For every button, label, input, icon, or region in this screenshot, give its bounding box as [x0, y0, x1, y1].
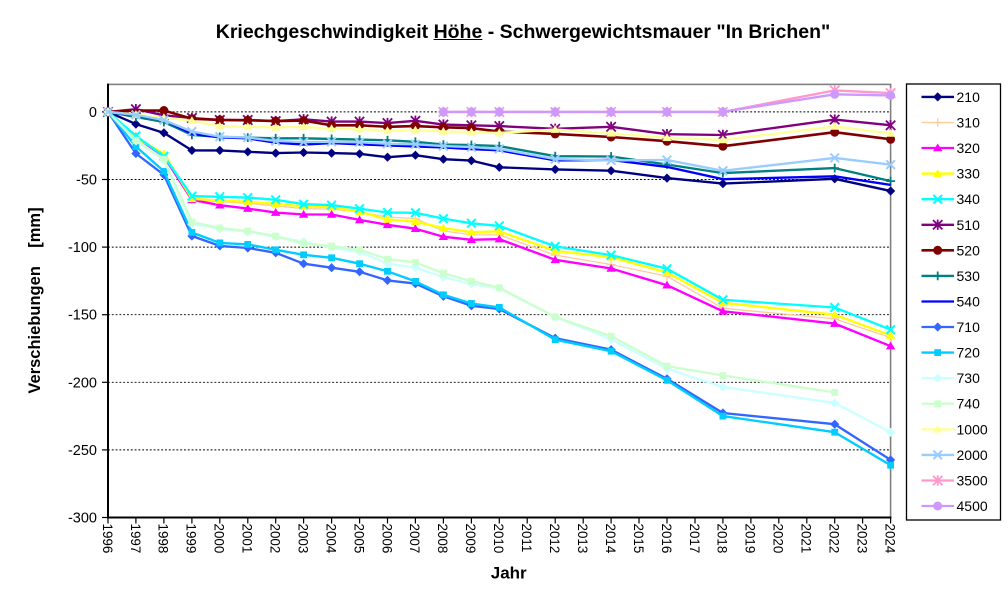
svg-text:-300: -300 [68, 511, 97, 527]
svg-text:2019: 2019 [743, 524, 758, 554]
svg-text:2011: 2011 [519, 524, 534, 553]
svg-text:730: 730 [957, 370, 981, 386]
svg-text:2013: 2013 [575, 524, 590, 554]
svg-text:Verschiebungen [mm]: Verschiebungen [mm] [26, 207, 44, 393]
svg-text:2008: 2008 [435, 524, 450, 554]
svg-text:2023: 2023 [854, 524, 869, 554]
svg-text:320: 320 [957, 140, 981, 156]
svg-text:520: 520 [957, 242, 981, 258]
svg-text:2000: 2000 [957, 447, 988, 463]
svg-text:0: 0 [89, 105, 97, 121]
svg-text:740: 740 [957, 396, 981, 412]
svg-text:2018: 2018 [715, 524, 730, 554]
svg-text:2005: 2005 [351, 524, 366, 554]
svg-text:2009: 2009 [463, 524, 478, 554]
svg-text:2006: 2006 [379, 524, 394, 554]
svg-text:2015: 2015 [631, 524, 646, 554]
svg-text:310: 310 [957, 115, 981, 131]
svg-text:340: 340 [957, 191, 981, 207]
svg-text:210: 210 [957, 89, 981, 105]
svg-text:2017: 2017 [687, 524, 702, 554]
svg-text:-100: -100 [68, 240, 97, 256]
svg-text:-50: -50 [76, 173, 97, 189]
svg-text:1996: 1996 [100, 524, 115, 554]
svg-text:540: 540 [957, 294, 981, 310]
svg-text:2004: 2004 [323, 524, 338, 554]
svg-text:4500: 4500 [957, 498, 988, 514]
svg-text:2022: 2022 [827, 524, 842, 554]
svg-text:Jahr: Jahr [491, 564, 527, 583]
svg-text:-150: -150 [68, 308, 97, 324]
svg-text:510: 510 [957, 217, 981, 233]
svg-text:720: 720 [957, 345, 981, 361]
svg-text:2010: 2010 [491, 524, 506, 554]
svg-text:330: 330 [957, 166, 981, 182]
svg-text:2012: 2012 [547, 524, 562, 554]
svg-text:2014: 2014 [603, 524, 618, 554]
svg-text:1999: 1999 [184, 524, 199, 554]
svg-text:1000: 1000 [957, 421, 988, 437]
svg-text:2021: 2021 [799, 524, 814, 554]
svg-text:-200: -200 [68, 375, 97, 391]
svg-text:2020: 2020 [771, 524, 786, 554]
svg-text:710: 710 [957, 319, 981, 335]
svg-text:1998: 1998 [156, 524, 171, 554]
svg-text:2024: 2024 [882, 524, 897, 554]
svg-text:2007: 2007 [407, 524, 422, 554]
svg-text:2016: 2016 [659, 524, 674, 554]
svg-text:530: 530 [957, 268, 981, 284]
svg-text:-250: -250 [68, 443, 97, 459]
svg-text:1997: 1997 [128, 524, 143, 554]
svg-text:2002: 2002 [268, 524, 283, 554]
svg-text:3500: 3500 [957, 473, 988, 489]
svg-text:2001: 2001 [240, 524, 255, 554]
svg-text:2000: 2000 [212, 524, 227, 554]
svg-text:2003: 2003 [295, 524, 310, 554]
